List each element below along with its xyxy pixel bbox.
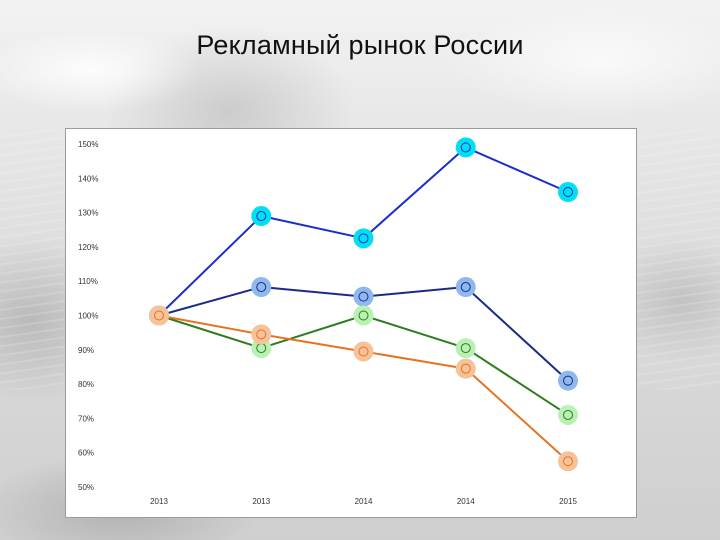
y-tick-label: 90% — [78, 346, 94, 355]
chart-panel: 150% 140% 130% 120% 110% 100% 90% 80% 70% 60% 50% … — [65, 128, 637, 518]
data-point-marker — [558, 370, 578, 391]
x-tick-label: 2013 — [150, 497, 168, 506]
x-tick-label: 2013 — [252, 497, 270, 506]
y-tick-label: 120% — [78, 243, 98, 252]
y-tick-label: 60% — [78, 449, 94, 458]
y-tick-label: 150% — [78, 140, 98, 149]
data-point-marker — [251, 206, 272, 227]
y-tick-label: 130% — [78, 209, 98, 218]
data-point-marker — [353, 305, 374, 326]
y-axis-tick-labels: 150% 140% 130% 120% 110% 100% 90% 80% 70% 60% 50% — [78, 140, 98, 492]
data-point-marker — [149, 305, 169, 326]
x-tick-label: 2014 — [457, 497, 475, 506]
data-point-marker — [558, 451, 578, 472]
data-point-marker — [353, 286, 374, 307]
data-point-marker — [353, 228, 374, 249]
x-tick-label: 2015 — [559, 497, 577, 506]
data-point-marker — [251, 277, 272, 298]
series-line-3 — [158, 314, 569, 416]
data-point-marker — [558, 404, 578, 425]
data-point-marker — [455, 277, 476, 298]
series-markers — [149, 137, 578, 472]
x-axis-tick-labels: 2013 2013 2014 2014 2015 — [150, 497, 577, 506]
series-line-4 — [158, 314, 569, 463]
y-tick-label: 80% — [78, 380, 94, 389]
x-tick-label: 2014 — [355, 497, 373, 506]
data-point-marker — [455, 137, 476, 158]
line-chart: 150%140%130%120%110%100%90%80%70%60%50% … — [78, 137, 578, 506]
data-point-marker — [353, 341, 374, 362]
y-tick-label: 140% — [78, 174, 98, 183]
data-point-marker — [455, 338, 476, 359]
slide-title: Рекламный рынок России — [196, 30, 524, 60]
data-point-marker — [558, 182, 578, 203]
y-tick-label: 100% — [78, 312, 98, 321]
y-tick-label: 70% — [78, 414, 94, 423]
data-point-marker — [455, 358, 476, 379]
data-point-marker — [251, 324, 272, 345]
y-tick-label: 110% — [78, 277, 98, 286]
y-tick-label: 50% — [78, 483, 94, 492]
